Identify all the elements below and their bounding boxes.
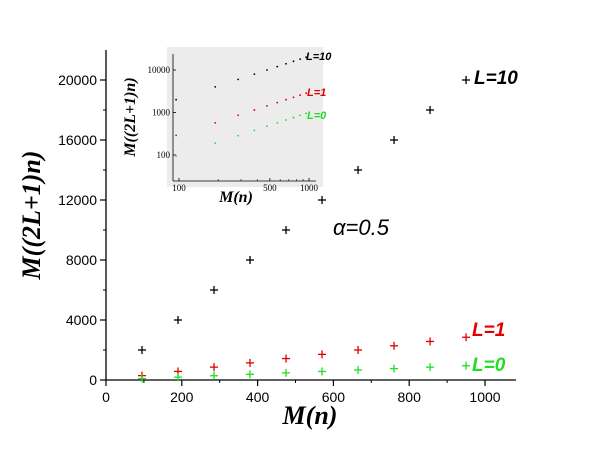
inset-y-tick-label: 10000 — [148, 65, 171, 75]
data-point-l0 — [462, 361, 471, 370]
main-plot-area: 0 200 400 600 800 1000 0 4000 8000 12000 16000 200… — [17, 50, 518, 430]
x-tick-label: 1000 — [469, 389, 500, 405]
data-points — [138, 76, 471, 383]
data-point-l1 — [318, 350, 327, 359]
data-point-l0 — [354, 366, 363, 375]
inset-x-tick-label: 500 — [263, 183, 277, 193]
inset-data-point-l0 — [292, 116, 295, 119]
x-axis-title: M(n) — [282, 401, 338, 430]
inset-y-axis-ticks: 100 1000 10000 — [148, 65, 176, 160]
inset-data-point-l0 — [305, 112, 308, 115]
inset-data-point-l1 — [237, 114, 240, 117]
series-label-l1: L=1 — [472, 320, 505, 341]
data-point-l0 — [390, 364, 399, 373]
inset-data-point-l0 — [175, 155, 178, 157]
data-point-l10 — [426, 106, 435, 114]
data-point-l1 — [282, 354, 291, 363]
data-point-l0 — [174, 373, 183, 382]
inset-data-point-l10 — [292, 60, 295, 63]
data-point-l1 — [426, 337, 435, 346]
inset-data-point-l1 — [276, 101, 279, 104]
x-tick-label: 400 — [246, 389, 270, 405]
inset-data-point-l10 — [253, 73, 256, 76]
x-tick-label: 200 — [170, 389, 194, 405]
data-point-l0 — [282, 368, 291, 377]
inset-data-point-l0 — [253, 129, 256, 132]
data-point-l1 — [246, 358, 255, 367]
inset-data-point-l10 — [305, 56, 308, 59]
inset-data-point-l1 — [266, 104, 268, 107]
x-tick-label: 800 — [398, 389, 422, 405]
inset-data-point-l1 — [285, 98, 287, 101]
x-tick-label: 0 — [102, 389, 110, 405]
inset-series-label-l1: L=1 — [307, 87, 326, 99]
y-tick-label: 8000 — [66, 252, 97, 268]
data-point-l10 — [282, 226, 291, 234]
inset-data-point-l10 — [237, 78, 240, 81]
inset-data-point-l1 — [214, 121, 217, 124]
series-label-l0: L=0 — [472, 355, 506, 376]
data-point-l0 — [210, 371, 219, 380]
data-point-l10 — [210, 286, 219, 294]
inset-data-point-l1 — [299, 94, 302, 96]
inset-data-point-l0 — [266, 125, 268, 128]
data-point-l10 — [354, 166, 363, 174]
y-tick-label: 12000 — [58, 192, 97, 208]
inset-data-point-l0 — [214, 142, 217, 145]
inset-data-point-l1 — [292, 96, 295, 99]
inset-data-point-l0 — [237, 134, 240, 137]
y-tick-label: 0 — [89, 372, 97, 388]
inset-x-axis-ticks: 100 500 1000 — [172, 178, 319, 193]
inset-data-point-l10 — [276, 65, 279, 68]
inset-data-point-l1 — [253, 109, 256, 111]
inset-data-points — [175, 56, 308, 157]
data-point-l1 — [462, 333, 471, 342]
inset-y-axis-title: M((2L+1)n) — [122, 77, 139, 157]
x-tick-label: 600 — [322, 389, 346, 405]
y-axis-ticks: 0 4000 8000 12000 16000 20000 — [58, 72, 106, 388]
inset-data-point-l10 — [299, 58, 302, 61]
data-point-l1 — [210, 363, 219, 372]
inset-x-tick-label: 100 — [172, 183, 186, 193]
series-label-l10: L=10 — [474, 68, 518, 89]
inset-data-point-l1 — [305, 92, 308, 95]
inset-x-axis-title: M(n) — [218, 189, 253, 206]
y-tick-label: 16000 — [58, 132, 97, 148]
inset-data-point-l0 — [285, 119, 287, 121]
data-point-l0 — [426, 363, 435, 372]
data-point-l10 — [462, 76, 471, 84]
inset-data-point-l0 — [276, 121, 279, 124]
data-point-l0 — [246, 370, 255, 379]
inset-y-tick-label: 100 — [157, 150, 171, 160]
data-point-l10 — [174, 316, 183, 324]
data-point-l10 — [246, 256, 255, 264]
y-tick-label: 20000 — [58, 72, 97, 88]
data-point-l0 — [138, 374, 147, 383]
data-point-l1 — [354, 346, 363, 354]
data-point-l10 — [138, 346, 147, 354]
data-point-l0 — [318, 367, 327, 376]
alpha-annotation: α=0.5 — [333, 215, 390, 240]
inset-data-point-l1 — [175, 134, 178, 137]
data-point-l1 — [390, 341, 399, 350]
inset-background — [167, 47, 323, 187]
inset-data-point-l10 — [214, 86, 217, 88]
inset-y-tick-label: 1000 — [152, 108, 171, 118]
inset-series-label-l0: L=0 — [307, 110, 327, 122]
data-point-l10 — [318, 196, 327, 204]
data-point-l10 — [390, 136, 399, 144]
inset-x-tick-label: 1000 — [300, 183, 319, 193]
y-axis-title: M((2L+1)n) — [17, 151, 46, 281]
inset-data-point-l0 — [299, 114, 302, 117]
x-axis-ticks: 0 200 400 600 800 1000 — [102, 380, 501, 405]
y-tick-label: 4000 — [66, 312, 97, 328]
inset-data-point-l10 — [266, 69, 268, 71]
inset-series-label-l10: L=10 — [306, 51, 332, 63]
inset-data-point-l10 — [285, 62, 287, 65]
inset-data-point-l10 — [175, 98, 178, 101]
